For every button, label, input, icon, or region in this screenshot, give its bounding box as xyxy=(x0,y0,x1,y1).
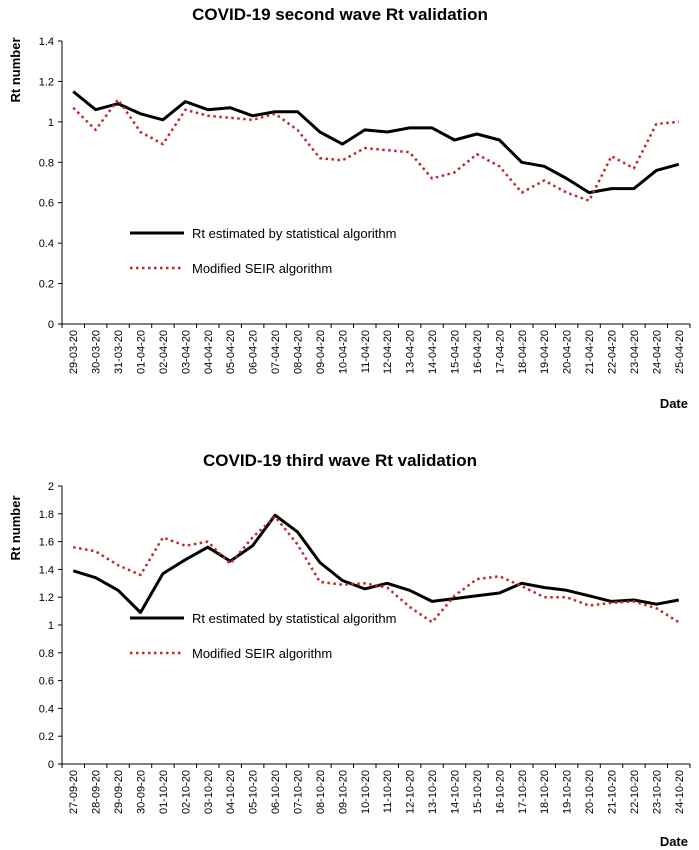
x-tick-label: 16-10-20 xyxy=(494,770,506,814)
x-tick-label: 20-04-20 xyxy=(562,330,574,374)
x-tick-label: 30-09-20 xyxy=(136,770,148,814)
x-tick-label: 28-09-20 xyxy=(91,770,103,814)
x-axis-label: Date xyxy=(660,834,688,849)
x-tick-label: 05-04-20 xyxy=(225,330,237,374)
y-tick-label: 0.8 xyxy=(39,648,54,660)
x-tick-label: 21-10-20 xyxy=(607,770,619,814)
x-tick-label: 07-04-20 xyxy=(270,330,282,374)
y-tick-label: 0.6 xyxy=(39,198,54,210)
x-tick-label: 17-10-20 xyxy=(517,770,529,814)
x-tick-label: 09-10-20 xyxy=(337,770,349,814)
y-tick-label: 0.2 xyxy=(39,731,54,743)
x-tick-label: 01-04-20 xyxy=(136,330,148,374)
y-axis-label: Rt number xyxy=(8,38,23,103)
y-tick-label: 0 xyxy=(48,759,54,771)
x-tick-label: 14-04-20 xyxy=(427,330,439,374)
x-tick-label: 23-04-20 xyxy=(629,330,641,374)
y-axis-label: Rt number xyxy=(8,496,23,561)
x-tick-label: 11-10-20 xyxy=(382,770,394,813)
x-tick-label: 12-10-20 xyxy=(405,770,417,814)
x-tick-label: 15-04-20 xyxy=(450,330,462,374)
x-tick-label: 20-10-20 xyxy=(584,770,596,814)
chart-title: COVID-19 third wave Rt validation xyxy=(203,451,477,470)
y-tick-label: 1.4 xyxy=(39,36,54,48)
x-tick-label: 13-10-20 xyxy=(427,770,439,814)
x-tick-label: 23-10-20 xyxy=(651,770,663,814)
x-tick-label: 30-03-20 xyxy=(91,330,103,374)
x-tick-label: 24-04-20 xyxy=(651,330,663,374)
x-axis-label: Date xyxy=(660,396,688,411)
chart-panel-second-wave: COVID-19 second wave Rt validation Rt nu… xyxy=(0,0,699,420)
x-tick-label: 06-04-20 xyxy=(248,330,260,374)
x-tick-label: 19-04-20 xyxy=(539,330,551,374)
x-tick-label: 18-04-20 xyxy=(517,330,529,374)
x-tick-label: 10-04-20 xyxy=(337,330,349,374)
y-tick-label: 0.4 xyxy=(39,238,54,250)
x-tick-label: 12-04-20 xyxy=(382,330,394,374)
y-tick-label: 1.8 xyxy=(39,509,54,521)
x-tick-label: 13-04-20 xyxy=(405,330,417,374)
series-line-seir xyxy=(72,98,679,202)
chart-second-wave: COVID-19 second wave Rt validation Rt nu… xyxy=(8,5,691,411)
x-tick-label: 22-10-20 xyxy=(629,770,641,814)
x-tick-label: 29-09-20 xyxy=(113,770,125,814)
x-tick-label: 02-04-20 xyxy=(158,330,170,374)
x-tick-label: 02-10-20 xyxy=(180,770,192,814)
x-tick-label: 03-04-20 xyxy=(180,330,192,374)
chart-title: COVID-19 second wave Rt validation xyxy=(192,5,488,24)
y-tick-label: 1.2 xyxy=(39,592,54,604)
x-tick-label: 01-10-20 xyxy=(158,770,170,814)
y-tick-label: 1.2 xyxy=(39,76,54,88)
y-tick-label: 1.4 xyxy=(39,564,54,576)
y-tick-label: 0.8 xyxy=(39,157,54,169)
x-tick-label: 07-10-20 xyxy=(293,770,305,814)
x-tick-label: 11-04-20 xyxy=(360,330,372,373)
x-tick-label: 31-03-20 xyxy=(113,330,125,374)
legend-label: Modified SEIR algorithm xyxy=(192,261,332,276)
x-tick-label: 10-10-20 xyxy=(360,770,372,814)
series-line-statistical xyxy=(72,90,680,195)
x-tick-label: 25-04-20 xyxy=(674,330,686,374)
y-tick-label: 0.2 xyxy=(39,279,54,291)
legend-label: Rt estimated by statistical algorithm xyxy=(192,611,396,626)
x-tick-label: 18-10-20 xyxy=(539,770,551,814)
x-tick-label: 06-10-20 xyxy=(270,770,282,814)
legend-label: Modified SEIR algorithm xyxy=(192,646,332,661)
x-tick-label: 03-10-20 xyxy=(203,770,215,814)
x-tick-label: 24-10-20 xyxy=(674,770,686,814)
x-tick-label: 08-10-20 xyxy=(315,770,327,814)
x-tick-label: 16-04-20 xyxy=(472,330,484,374)
y-tick-label: 1.6 xyxy=(39,537,54,549)
x-tick-label: 05-10-20 xyxy=(248,770,260,814)
y-tick-label: 0 xyxy=(48,319,54,331)
series-line-seir xyxy=(72,515,680,624)
y-tick-label: 0.6 xyxy=(39,676,54,688)
x-tick-label: 19-10-20 xyxy=(562,770,574,814)
x-tick-label: 29-03-20 xyxy=(68,330,80,374)
x-tick-label: 15-10-20 xyxy=(472,770,484,814)
x-tick-label: 17-04-20 xyxy=(494,330,506,374)
y-tick-label: 0.4 xyxy=(39,703,54,715)
x-tick-label: 27-09-20 xyxy=(68,770,80,814)
chart-panel-third-wave: COVID-19 third wave Rt validation Rt num… xyxy=(0,440,699,850)
x-tick-label: 14-10-20 xyxy=(450,770,462,814)
x-tick-label: 08-04-20 xyxy=(293,330,305,374)
x-tick-label: 22-04-20 xyxy=(607,330,619,374)
x-tick-label: 04-04-20 xyxy=(203,330,215,374)
series-line-statistical xyxy=(72,513,680,614)
x-tick-label: 04-10-20 xyxy=(225,770,237,814)
y-tick-label: 1 xyxy=(48,117,54,129)
x-tick-label: 09-04-20 xyxy=(315,330,327,374)
chart-third-wave: COVID-19 third wave Rt validation Rt num… xyxy=(8,451,691,849)
x-tick-label: 21-04-20 xyxy=(584,330,596,374)
y-tick-label: 1 xyxy=(48,620,54,632)
legend-label: Rt estimated by statistical algorithm xyxy=(192,226,396,241)
y-tick-label: 2 xyxy=(48,481,54,493)
